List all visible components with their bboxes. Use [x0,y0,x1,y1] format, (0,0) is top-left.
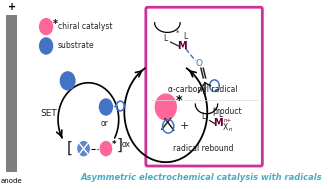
Text: α-carbonyl radical: α-carbonyl radical [169,85,238,94]
Text: or: or [100,119,108,128]
Text: O: O [196,59,203,68]
Circle shape [39,18,53,35]
Circle shape [154,93,177,121]
Text: SET: SET [40,109,57,118]
Circle shape [60,71,76,91]
Circle shape [39,37,53,55]
Text: n: n [228,127,232,132]
Text: *: * [112,140,116,149]
Circle shape [100,141,112,156]
Text: L: L [201,112,205,121]
Text: L: L [164,34,168,43]
Text: n+: n+ [223,118,232,123]
Text: X: X [222,123,228,132]
Text: ]: ] [116,138,122,153]
FancyBboxPatch shape [146,7,262,166]
Text: [: [ [67,141,73,156]
Text: *: * [52,19,57,29]
Text: +: + [8,2,16,12]
Text: substrate: substrate [58,41,95,50]
Text: M: M [177,41,187,51]
Text: Asymmetric electrochemical catalysis with radicals: Asymmetric electrochemical catalysis wit… [80,174,322,183]
Text: *: * [176,29,179,35]
Circle shape [99,98,113,116]
Circle shape [77,141,90,156]
Text: L: L [219,110,223,119]
Text: ox: ox [122,140,131,149]
Text: M: M [213,119,222,129]
Text: anode: anode [1,178,23,184]
Text: +: + [179,121,189,131]
Text: chiral catalyst: chiral catalyst [58,22,113,31]
Text: radical rebound: radical rebound [173,144,234,153]
Bar [6,15,17,172]
Text: *: * [175,94,182,107]
Text: L: L [184,32,188,41]
Text: *: * [213,107,216,113]
Text: product: product [212,107,242,116]
